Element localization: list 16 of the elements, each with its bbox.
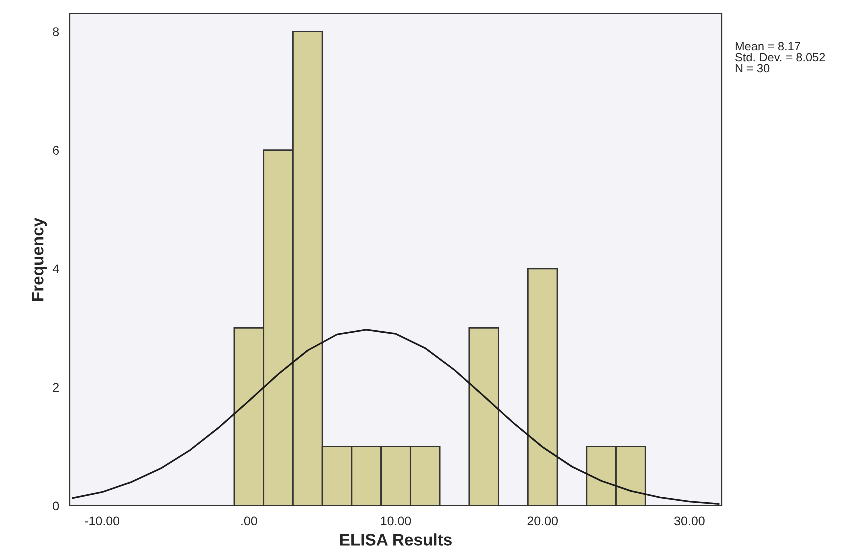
text: N = 30: [736, 64, 770, 73]
x-tick-label: -10.00: [85, 516, 120, 526]
line-series: [72, 329, 720, 506]
x-tick-label: 20.00: [528, 516, 558, 526]
y-axis-title: Frequency: [32, 218, 48, 302]
text: Std. Dev. = 8.052: [736, 52, 826, 62]
y-tick-label: 6: [53, 146, 60, 155]
x-tick-label: 10.00: [381, 516, 412, 526]
x-axis-title: ELISA Results: [340, 534, 452, 546]
y-tick-label: 4: [52, 264, 60, 274]
text: Mean = 8.17: [736, 42, 800, 51]
x-tick-label: 30.00: [674, 516, 705, 526]
y-tick-label: 0: [53, 502, 60, 511]
x-tick-label: .00: [242, 516, 258, 526]
y-tick-label: 8: [53, 28, 60, 36]
y-tick-label: 2: [53, 383, 59, 392]
